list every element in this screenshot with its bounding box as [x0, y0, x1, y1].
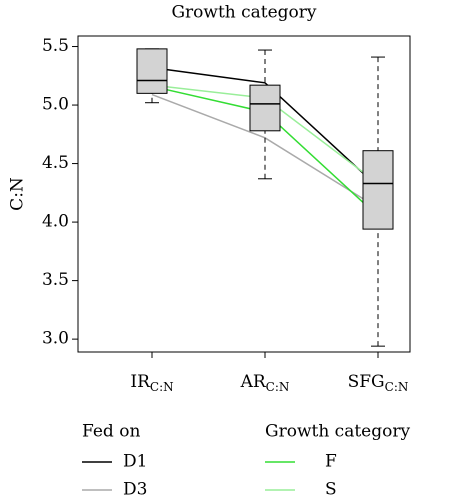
legend-label: D1	[123, 452, 147, 472]
category-subscript: C:N	[385, 380, 409, 394]
x-tick-label: SFGC:N	[348, 372, 409, 394]
y-tick-label: 5.0	[42, 95, 69, 115]
y-tick-label: 5.5	[42, 36, 69, 56]
category-name: AR	[240, 372, 267, 392]
legend-label: F	[325, 452, 337, 472]
y-tick-label: 3.5	[42, 270, 69, 290]
legend-title: Fed on	[82, 422, 140, 442]
x-tick-label: ARC:N	[240, 372, 290, 394]
box	[249, 84, 281, 132]
box	[362, 150, 394, 230]
y-tick-label: 4.5	[42, 153, 69, 173]
box	[136, 48, 168, 94]
chart-title: Growth category	[171, 3, 316, 23]
series-line	[151, 66, 379, 188]
category-subscript: C:N	[266, 380, 290, 394]
category-name: IR	[130, 372, 151, 392]
y-tick-label: 3.0	[42, 329, 69, 349]
y-axis-label: C:N	[8, 177, 28, 211]
plot-frame	[77, 35, 411, 353]
legend-label: S	[325, 480, 337, 500]
category-subscript: C:N	[150, 380, 174, 394]
legend-label: D3	[123, 480, 147, 500]
x-tick-label: IRC:N	[130, 372, 173, 394]
legend-title: Growth category	[265, 422, 410, 442]
category-name: SFG	[348, 372, 385, 392]
y-tick-label: 4.0	[42, 212, 69, 232]
